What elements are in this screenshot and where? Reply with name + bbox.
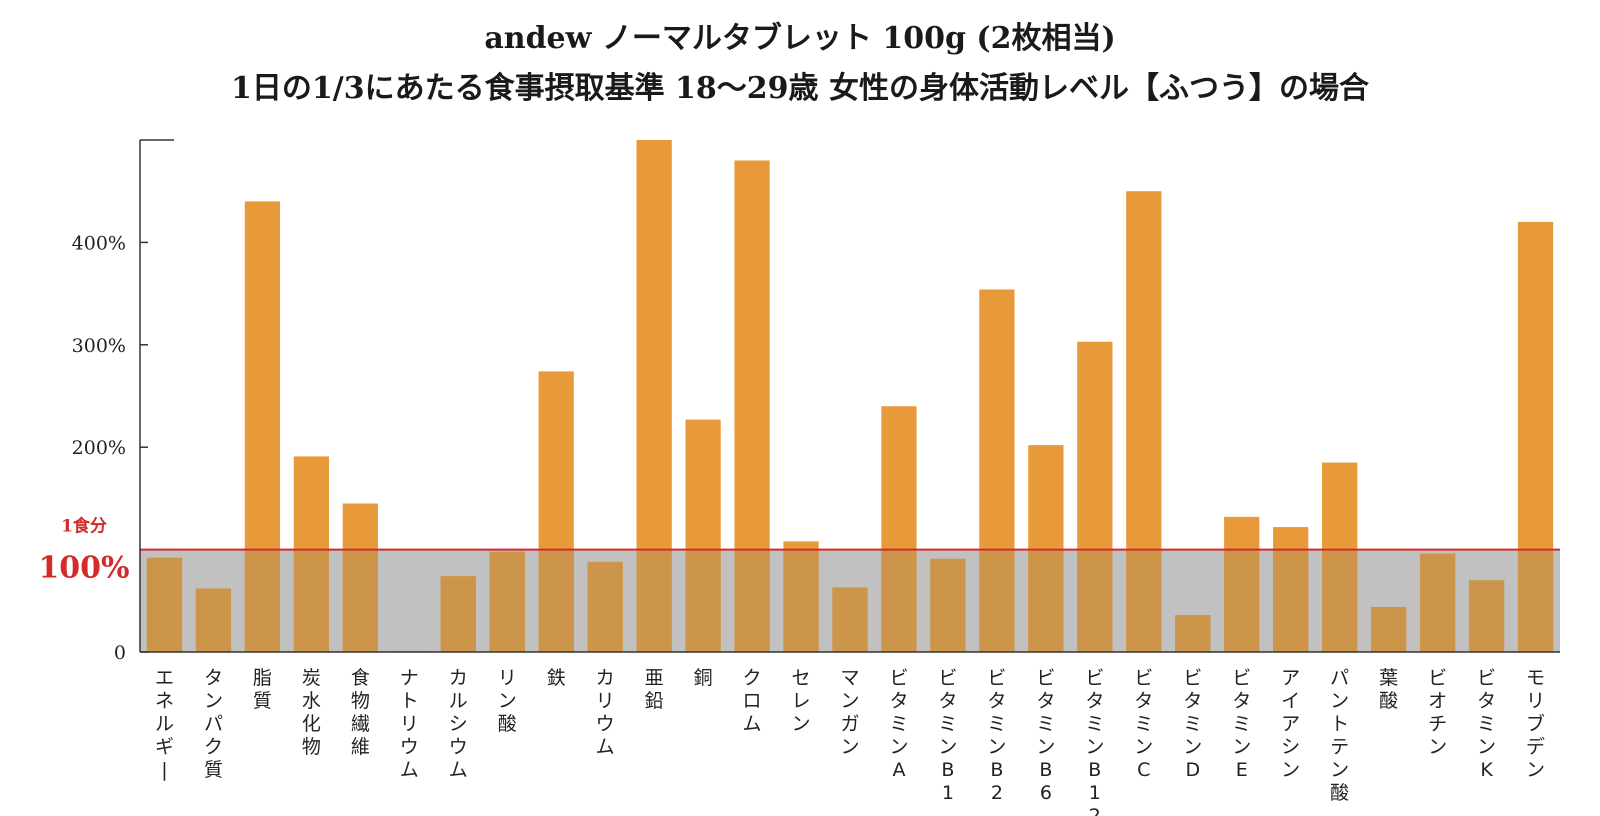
x-category-label: アイアシン xyxy=(1281,667,1300,781)
x-category-label: 鉄 xyxy=(547,667,566,689)
chart-title-block: andew ノーマルタブレット 100g (2枚相当) 1日の1/3にあたる食事… xyxy=(0,14,1600,114)
x-category-label: ビタミン B 6 xyxy=(1036,667,1055,804)
x-category-label: ビタミン C xyxy=(1134,667,1153,781)
x-category-label: リン酸 xyxy=(498,667,517,735)
bar-overlay xyxy=(489,551,525,652)
bar-overlay xyxy=(1077,549,1113,652)
bar-overlay xyxy=(1126,549,1162,652)
bar-overlay xyxy=(440,576,476,652)
bar-overlay xyxy=(685,549,721,652)
bar-overlay xyxy=(244,549,281,652)
x-category-label: パントテン酸 xyxy=(1330,667,1349,804)
x-category-label: クロム xyxy=(743,667,762,735)
y-tick-label: 400% xyxy=(72,232,126,254)
x-category-label: ビタミン B 1 2 xyxy=(1085,667,1104,816)
bar-overlay xyxy=(1419,553,1456,652)
reference-label-big: 100% xyxy=(38,551,129,586)
x-category-label: ビタミン E xyxy=(1232,667,1251,781)
x-category-label: ビタミン K xyxy=(1477,667,1496,781)
x-category-label: 脂質 xyxy=(253,667,272,712)
bar-overlay xyxy=(930,558,966,652)
bar-overlay xyxy=(195,588,232,652)
bar-overlay xyxy=(636,549,672,652)
bar-overlay xyxy=(146,557,183,652)
bar-overlay xyxy=(538,549,574,652)
chart-title: andew ノーマルタブレット 100g (2枚相当) xyxy=(484,21,1116,56)
x-category-label: ビタミン D xyxy=(1183,667,1202,781)
x-category-label: 葉酸 xyxy=(1379,667,1398,712)
reference-label-small: 1食分 xyxy=(61,516,107,537)
x-category-label: セレン xyxy=(792,667,811,735)
bar-overlay xyxy=(783,549,819,652)
bar-overlay xyxy=(979,549,1015,652)
x-category-label: ビタミン B 2 xyxy=(987,667,1006,804)
x-category-label: エネルギ| xyxy=(155,667,174,781)
bar-overlay xyxy=(1468,580,1505,652)
bar-overlay xyxy=(1175,615,1211,652)
bar-overlay xyxy=(1028,549,1064,652)
bar-overlay xyxy=(832,587,868,652)
bar-overlay xyxy=(1370,606,1407,652)
bar-overlay xyxy=(1224,549,1260,652)
x-category-label: マンガン xyxy=(840,667,859,758)
y-tick-label: 300% xyxy=(72,335,126,357)
bar-overlay xyxy=(342,549,378,652)
x-category-label: 銅 xyxy=(694,667,713,689)
x-category-label: ビタミン A xyxy=(889,667,908,781)
x-category-label: 亜鉛 xyxy=(645,667,664,712)
bar-overlay xyxy=(293,549,330,652)
bar-overlay xyxy=(1322,549,1358,652)
bar-overlay xyxy=(587,561,623,652)
y-tick-label: 200% xyxy=(72,437,126,459)
x-category-label: ビオチン xyxy=(1428,667,1447,758)
x-category-label: ナトリウム xyxy=(400,667,419,781)
bar-overlay xyxy=(1517,549,1554,652)
bar-overlay xyxy=(881,549,917,652)
bar-overlay xyxy=(1273,549,1309,652)
y-tick-label: 0 xyxy=(114,642,126,664)
x-category-label: 炭水化物 xyxy=(302,667,321,758)
x-category-label: タンパク質 xyxy=(204,667,223,781)
x-category-label: カリウム xyxy=(596,667,615,758)
bar-overlay xyxy=(734,549,770,652)
chart-subtitle: 1日の1/3にあたる食事摂取基準 18〜29歳 女性の身体活動レベル【ふつう】の… xyxy=(231,71,1369,106)
x-category-label: 食物繊維 xyxy=(351,667,370,758)
x-category-label: モリブデン xyxy=(1526,667,1545,781)
x-category-label: カルシウム xyxy=(449,667,468,781)
x-category-label: ビタミン B 1 xyxy=(938,667,957,804)
